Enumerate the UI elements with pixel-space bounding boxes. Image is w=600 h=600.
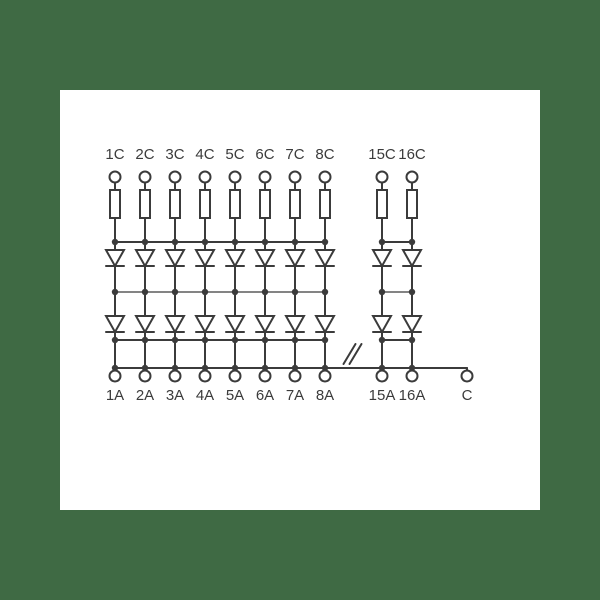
col-4A-top-label: 4C <box>195 146 214 163</box>
col-16A-top-terminal <box>407 172 418 183</box>
col-2A-bottom-label: 2A <box>136 387 154 404</box>
col-5A-top-terminal <box>230 172 241 183</box>
col-1A-fuse <box>110 190 120 218</box>
col-3A-top-terminal <box>170 172 181 183</box>
col-16A-bottom-terminal <box>407 371 418 382</box>
col-16A-bottom-label: 16A <box>399 387 426 404</box>
col-16A-top-label: 16C <box>398 146 426 163</box>
col-1A-top-terminal <box>110 172 121 183</box>
col-8A-fuse <box>320 190 330 218</box>
col-6A-bottom-label: 6A <box>256 387 274 404</box>
col-2A-fuse <box>140 190 150 218</box>
col-3A-bottom-terminal <box>170 371 181 382</box>
col-4A-bottom-terminal <box>200 371 211 382</box>
col-5A-top-label: 5C <box>225 146 244 163</box>
col-7A-fuse <box>290 190 300 218</box>
col-6A-bottom-terminal <box>260 371 271 382</box>
col-4A-top-terminal <box>200 172 211 183</box>
col-3A-fuse <box>170 190 180 218</box>
col-3A-top-label: 3C <box>165 146 184 163</box>
col-5A-fuse <box>230 190 240 218</box>
col-6A-fuse <box>260 190 270 218</box>
col-15A-top-terminal <box>377 172 388 183</box>
col-7A-bottom-label: 7A <box>286 387 304 404</box>
col-2A-bottom-terminal <box>140 371 151 382</box>
col-7A-top-terminal <box>290 172 301 183</box>
col-5A-bottom-label: 5A <box>226 387 244 404</box>
col-4A-fuse <box>200 190 210 218</box>
col-6A-top-terminal <box>260 172 271 183</box>
col-15A-bottom-terminal <box>377 371 388 382</box>
col-8A-bottom-terminal <box>320 371 331 382</box>
col-8A-top-terminal <box>320 172 331 183</box>
col-15A-fuse <box>377 190 387 218</box>
col-8A-top-label: 8C <box>315 146 334 163</box>
col-7A-bottom-terminal <box>290 371 301 382</box>
col-2A-top-terminal <box>140 172 151 183</box>
col-8A-bottom-label: 8A <box>316 387 334 404</box>
col-1A-top-label: 1C <box>105 146 124 163</box>
col-15A-top-label: 15C <box>368 146 396 163</box>
col-4A-bottom-label: 4A <box>196 387 214 404</box>
terminal-c <box>462 371 473 382</box>
col-6A-top-label: 6C <box>255 146 274 163</box>
col-16A-fuse <box>407 190 417 218</box>
col-3A-bottom-label: 3A <box>166 387 184 404</box>
col-15A-bottom-label: 15A <box>369 387 396 404</box>
col-2A-top-label: 2C <box>135 146 154 163</box>
col-5A-bottom-terminal <box>230 371 241 382</box>
col-1A-bottom-label: 1A <box>106 387 124 404</box>
col-1A-bottom-terminal <box>110 371 121 382</box>
label-c: C <box>462 387 473 404</box>
col-7A-top-label: 7C <box>285 146 304 163</box>
circuit-diagram: 1C1A2C2A3C3A4C4A5C5A6C6A7C7A8C8A15C15A16… <box>0 0 600 600</box>
